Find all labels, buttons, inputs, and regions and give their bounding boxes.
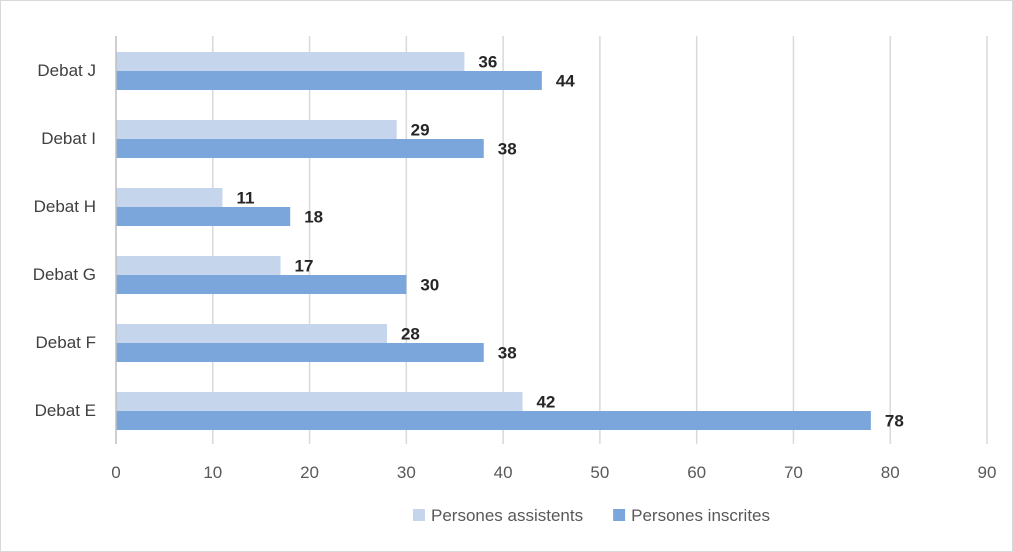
data-labels: 42 78 28 38 17 30 11 18 29 38 36 44 [236,53,903,431]
x-tick-label: 50 [590,463,609,482]
x-tick-label: 20 [300,463,319,482]
x-tick-label: 70 [784,463,803,482]
bar-assistents [116,52,465,71]
category-label: Debat E [35,401,96,420]
x-tick-label: 60 [687,463,706,482]
bar-inscrites [116,275,407,294]
x-tick-label: 10 [203,463,222,482]
bar-inscrites [116,343,484,362]
x-tick-label: 90 [978,463,997,482]
legend-swatch [412,509,425,521]
x-tick-label: 40 [494,463,513,482]
data-label: 36 [478,53,497,72]
legend-swatch [613,509,626,521]
bar-assistents [116,256,281,275]
bar-assistents [116,188,223,207]
data-label: 28 [401,325,420,344]
legend[interactable]: Persones assistents Persones inscrites [412,506,770,525]
legend-label: Persones assistents [431,506,583,525]
data-label: 38 [498,140,517,159]
legend-item[interactable]: Persones inscrites [613,506,770,525]
data-label: 38 [498,344,517,363]
data-label: 17 [295,257,314,276]
bars [116,52,871,430]
data-label: 18 [304,208,323,227]
category-label: Debat F [36,333,96,352]
data-label: 78 [885,412,904,431]
bar-assistents [116,392,523,411]
legend-label: Persones inscrites [631,506,770,525]
data-label: 44 [556,72,575,91]
data-label: 42 [536,393,555,412]
category-label: Debat J [37,61,96,80]
category-label: Debat I [41,129,96,148]
bar-inscrites [116,139,484,158]
gridlines [212,36,988,444]
axes: 0 10 20 30 40 50 60 70 80 90 Debat E Debat F Debat G… [33,36,997,482]
bar-assistents [116,324,387,343]
bar-assistents [116,120,397,139]
bar-inscrites [116,207,291,226]
x-tick-label: 80 [881,463,900,482]
legend-item[interactable]: Persones assistents [412,506,583,525]
data-label: 30 [420,276,439,295]
category-label: Debat G [33,265,96,284]
category-label: Debat H [34,197,96,216]
x-tick-label: 30 [397,463,416,482]
bar-inscrites [116,411,871,430]
x-tick-label: 0 [111,463,120,482]
data-label: 29 [411,121,430,140]
data-label: 11 [236,189,254,208]
bar-inscrites [116,71,542,90]
